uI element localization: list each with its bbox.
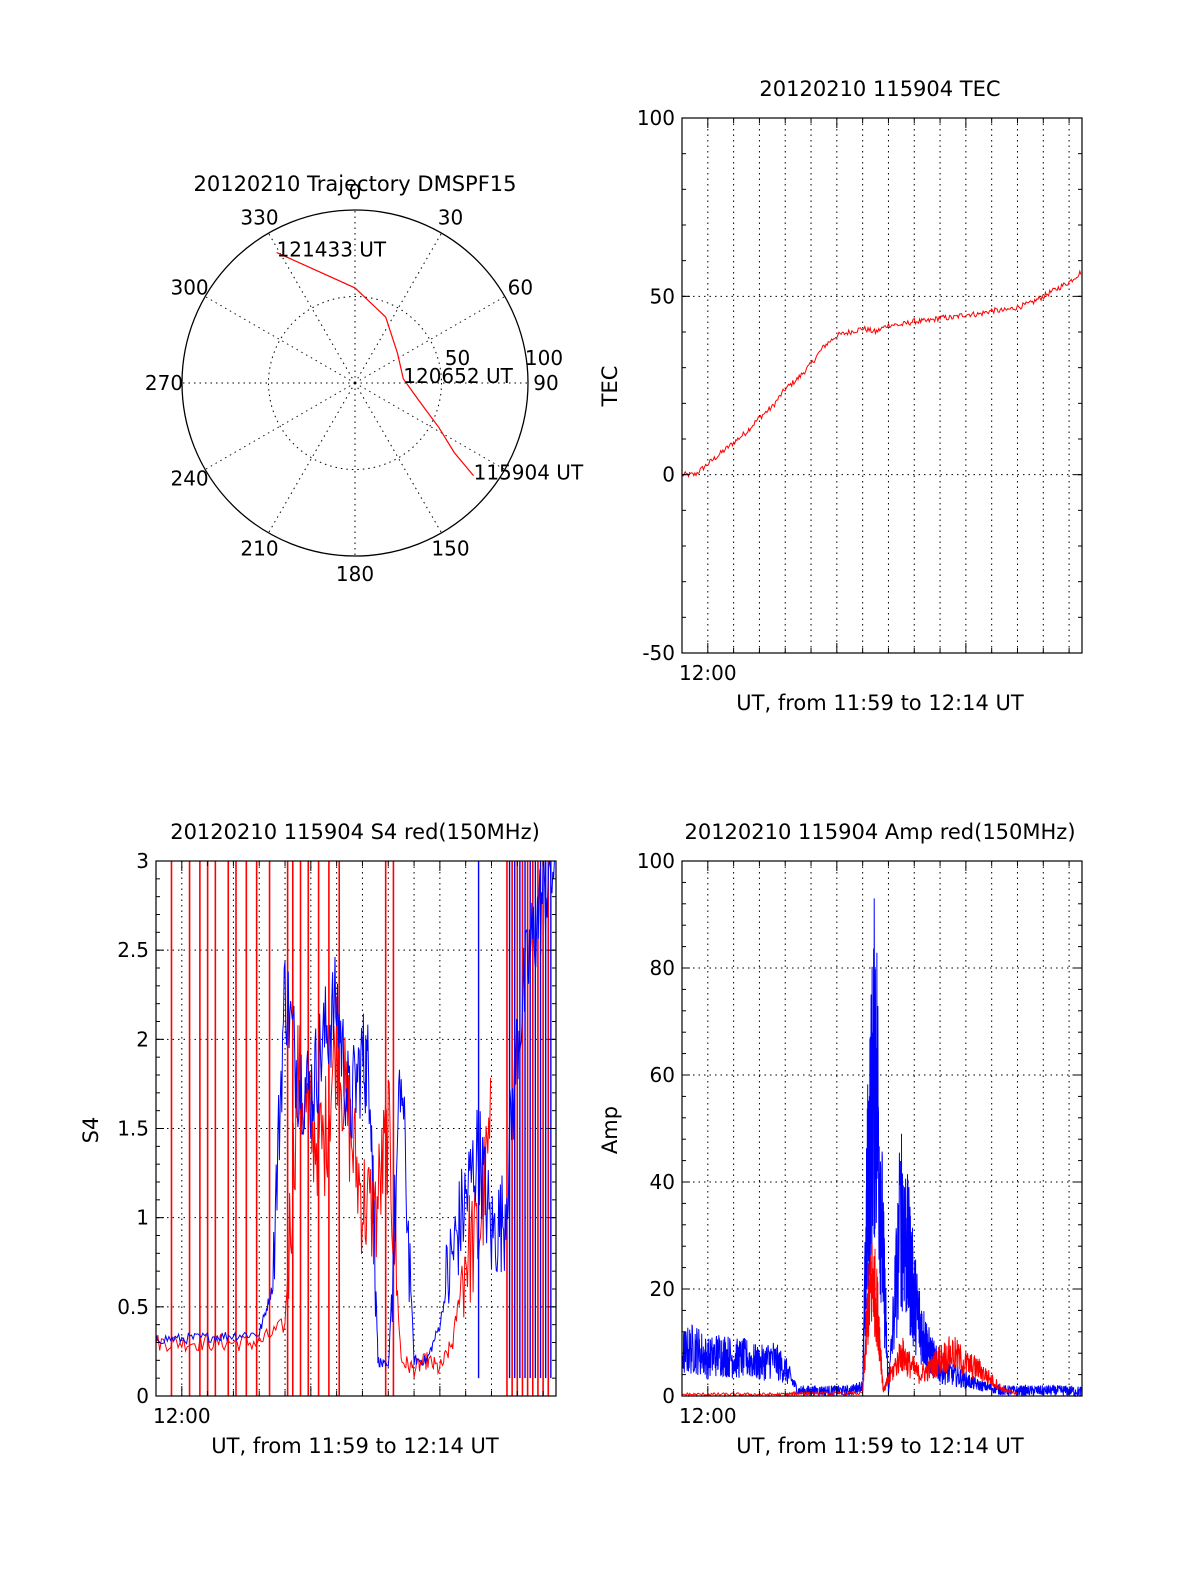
radial-label-100: 100 <box>525 346 563 370</box>
s4-x-label: UT, from 11:59 to 12:14 UT <box>211 1434 499 1458</box>
y-tick-label: 0 <box>662 463 675 487</box>
tec-y-ticks: -50 0 50 100 <box>637 106 1082 665</box>
y-tick-label: 0 <box>136 1384 149 1408</box>
track-annotations: 121433 UT 120652 UT 115904 UT <box>277 238 584 485</box>
polar-spoke-240 <box>204 382 356 470</box>
radial-label-50: 50 <box>445 346 470 370</box>
polar-outer-circle <box>181 209 529 557</box>
tec-title: 20120210 115904 TEC <box>759 77 1000 101</box>
y-tick-label: 60 <box>650 1063 675 1087</box>
s4-red-series <box>155 996 492 1379</box>
polar-grid <box>181 209 529 557</box>
amp-y-ticks: 0 20 40 60 80 100 <box>637 849 1082 1408</box>
angle-label-30: 30 <box>438 206 463 230</box>
y-tick-label: 100 <box>637 106 675 130</box>
y-tick-label: 80 <box>650 956 675 980</box>
tec-x-label: UT, from 11:59 to 12:14 UT <box>736 691 1024 715</box>
amp-x-label: UT, from 11:59 to 12:14 UT <box>736 1434 1024 1458</box>
tec-x-ticks: 12:00 <box>679 118 1070 685</box>
polar-angle-labels: 0 30 60 90 150 180 210 240 270 300 330 <box>145 180 559 586</box>
tec-y-label: TEC <box>598 366 622 408</box>
x-tick-label: 12:00 <box>679 1404 737 1428</box>
polar-spoke-30 <box>354 232 442 384</box>
y-tick-label: 1.5 <box>117 1117 149 1141</box>
polar-spoke-150 <box>354 382 442 534</box>
angle-label-300: 300 <box>170 276 208 300</box>
polar-ring-50 <box>268 296 442 470</box>
y-tick-label: 2 <box>136 1027 149 1051</box>
y-tick-label: 0.5 <box>117 1295 149 1319</box>
tec-series-line <box>681 269 1082 479</box>
tec-plot-frame <box>681 117 1083 654</box>
s4-panel: 20120210 115904 S4 red(150MHz) 0 0.5 1 1.5 2… <box>79 820 557 1458</box>
x-tick-label: 12:00 <box>153 1404 211 1428</box>
polar-spoke-300 <box>204 296 356 384</box>
trajectory-title: 20120210 Trajectory DMSPF15 <box>193 172 516 196</box>
amp-blue-series <box>681 898 1083 1398</box>
angle-label-90: 90 <box>533 371 558 395</box>
amp-x-ticks: 12:00 <box>679 861 1070 1428</box>
y-tick-label: -50 <box>642 641 675 665</box>
angle-label-330: 330 <box>240 206 278 230</box>
x-tick-label: 12:00 <box>679 661 737 685</box>
s4-series <box>155 860 556 1396</box>
angle-label-180: 180 <box>336 562 374 586</box>
track-annotation: 115904 UT <box>474 461 584 485</box>
y-tick-label: 100 <box>637 849 675 873</box>
s4-blue-series <box>155 860 556 1368</box>
y-tick-label: 0 <box>662 1384 675 1408</box>
s4-y-label: S4 <box>79 1117 103 1144</box>
polar-spoke-210 <box>268 382 356 534</box>
amp-panel: 20120210 115904 Amp red(150MHz) 0 20 40 60 8… <box>598 820 1083 1458</box>
polar-spoke-330 <box>268 232 356 384</box>
amp-plot-frame <box>681 860 1083 1397</box>
tec-series <box>681 269 1082 479</box>
angle-label-240: 240 <box>170 467 208 491</box>
angle-label-270: 270 <box>145 371 183 395</box>
y-tick-label: 20 <box>650 1277 675 1301</box>
y-tick-label: 50 <box>650 284 675 308</box>
polar-spoke-120 <box>354 382 506 470</box>
track-annotation: 120652 UT <box>403 364 513 388</box>
amp-y-label: Amp <box>598 1106 622 1154</box>
y-tick-label: 40 <box>650 1170 675 1194</box>
y-tick-label: 3 <box>136 849 149 873</box>
amp-title: 20120210 115904 Amp red(150MHz) <box>684 820 1075 844</box>
angle-label-150: 150 <box>431 536 469 560</box>
amp-grid <box>682 861 1082 1396</box>
y-tick-label: 2.5 <box>117 938 149 962</box>
track-annotation: 121433 UT <box>277 238 387 262</box>
polar-radial-labels: 50 100 <box>445 346 563 370</box>
s4-y-ticks: 0 0.5 1 1.5 2 2.5 3 <box>117 849 556 1408</box>
trajectory-panel: 20120210 Trajectory DMSPF15 0 30 60 90 150 18… <box>145 172 584 586</box>
satellite-track-line <box>276 251 475 477</box>
angle-label-210: 210 <box>240 536 278 560</box>
angle-label-0: 0 <box>349 180 362 204</box>
s4-x-ticks: 12:00 <box>153 861 544 1428</box>
polar-spoke-60 <box>354 296 506 384</box>
tec-grid <box>682 118 1082 653</box>
angle-label-60: 60 <box>508 276 533 300</box>
s4-title: 20120210 115904 S4 red(150MHz) <box>170 820 540 844</box>
y-tick-label: 1 <box>136 1206 149 1230</box>
amp-series <box>681 898 1083 1398</box>
